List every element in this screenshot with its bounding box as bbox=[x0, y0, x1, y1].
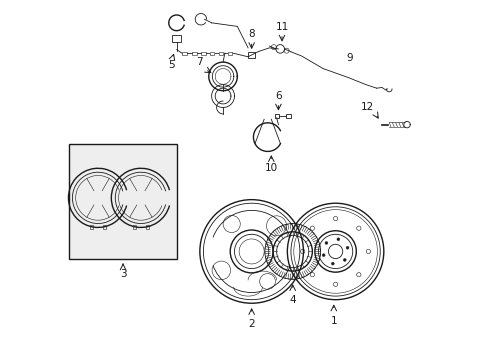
Circle shape bbox=[325, 242, 327, 244]
Text: 5: 5 bbox=[167, 60, 174, 70]
Bar bbox=[69, 144, 176, 258]
Bar bbox=[103, 225, 106, 229]
Bar bbox=[201, 52, 205, 55]
Text: 10: 10 bbox=[264, 163, 277, 173]
Text: 11: 11 bbox=[275, 22, 288, 32]
Bar bbox=[132, 225, 136, 229]
Bar bbox=[219, 52, 223, 55]
Bar bbox=[285, 113, 290, 118]
Circle shape bbox=[322, 254, 325, 257]
Text: 4: 4 bbox=[289, 296, 295, 305]
Circle shape bbox=[331, 262, 334, 265]
Text: 1: 1 bbox=[330, 316, 336, 326]
Bar bbox=[182, 52, 186, 55]
Bar bbox=[145, 225, 149, 229]
Bar bbox=[227, 52, 232, 55]
Text: 12: 12 bbox=[360, 102, 373, 112]
Circle shape bbox=[346, 246, 348, 249]
Bar bbox=[172, 35, 181, 42]
Circle shape bbox=[343, 258, 346, 261]
Bar bbox=[210, 52, 214, 55]
Text: 8: 8 bbox=[248, 29, 254, 39]
Text: 9: 9 bbox=[346, 53, 352, 63]
Bar bbox=[274, 113, 279, 118]
Bar bbox=[192, 52, 196, 55]
Text: 3: 3 bbox=[120, 269, 126, 279]
Bar bbox=[247, 52, 255, 58]
Text: 6: 6 bbox=[275, 91, 281, 101]
Bar bbox=[90, 225, 93, 229]
Text: 7: 7 bbox=[196, 58, 203, 67]
Text: 2: 2 bbox=[248, 319, 254, 329]
Circle shape bbox=[336, 238, 339, 241]
